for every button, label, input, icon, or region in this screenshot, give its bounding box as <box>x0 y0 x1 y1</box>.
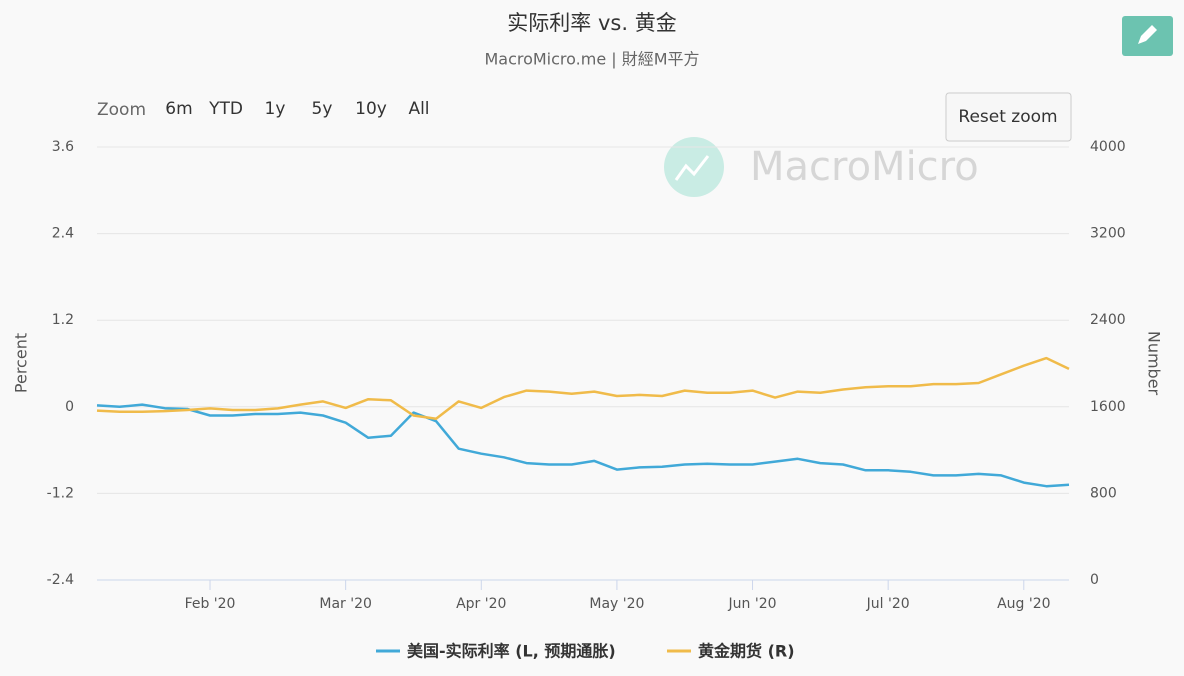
watermark-logo <box>664 137 724 197</box>
zoom-button[interactable]: 6m <box>165 99 192 119</box>
reset-zoom-button[interactable] <box>945 92 1072 142</box>
y2-tick-label: 800 <box>1090 485 1117 501</box>
x-tick-label: Aug '20 <box>997 596 1050 612</box>
zoom-button[interactable]: 1y <box>265 99 286 119</box>
y-tick-label: 3.6 <box>52 139 74 155</box>
x-tick-label: May '20 <box>589 596 644 612</box>
y2-tick-label: 4000 <box>1090 139 1126 155</box>
watermark-logo-icon <box>674 155 710 181</box>
zoom-label: Zoom <box>97 100 146 120</box>
y-tick-label: 0 <box>65 399 74 415</box>
y2-tick-label: 0 <box>1090 572 1099 588</box>
x-tick-label: Mar '20 <box>319 596 372 612</box>
reset-zoom-label: Reset zoom <box>958 107 1057 127</box>
watermark: MacroMicro <box>750 144 979 190</box>
series-line <box>96 356 1070 420</box>
y2-axis-title: Number <box>1145 331 1164 396</box>
chart-title: 实际利率 vs. 黄金 <box>507 11 676 35</box>
y2-tick-label: 1600 <box>1090 399 1126 415</box>
x-tick-label: Feb '20 <box>185 596 236 612</box>
y-tick-label: -1.2 <box>47 485 74 501</box>
x-tick-label: Jun '20 <box>728 596 777 612</box>
y-axis-title: Percent <box>12 333 31 393</box>
x-tick-label: Jul '20 <box>866 596 910 612</box>
y2-tick-label: 2400 <box>1090 312 1126 328</box>
zoom-buttons: 6m YTD 1y 5y 10y All <box>165 99 429 119</box>
zoom-button[interactable]: 10y <box>355 99 387 119</box>
y-tick-label: -2.4 <box>47 572 74 588</box>
legend-label[interactable]: 黄金期货 (R) <box>698 642 795 661</box>
zoom-button[interactable]: All <box>408 99 429 119</box>
series-line <box>96 403 1070 488</box>
y-tick-label: 2.4 <box>52 226 74 242</box>
zoom-button[interactable]: YTD <box>208 99 243 119</box>
zoom-button[interactable]: 5y <box>312 99 333 119</box>
chart-subtitle: MacroMicro.me | 財經M平方 <box>484 50 699 69</box>
y-tick-label: 1.2 <box>52 312 74 328</box>
y2-tick-label: 3200 <box>1090 226 1126 242</box>
edit-icon <box>1138 25 1157 44</box>
x-tick-label: Apr '20 <box>456 596 506 612</box>
legend-label[interactable]: 美国-实际利率 (L, 预期通胀) <box>407 642 616 661</box>
